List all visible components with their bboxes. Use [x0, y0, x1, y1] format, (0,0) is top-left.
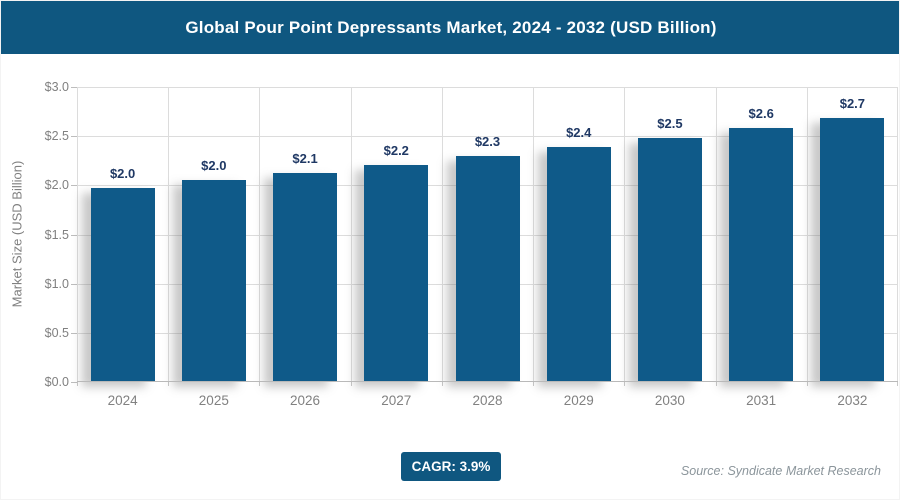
bar-value-label: $2.4 — [566, 124, 592, 140]
plot-area: $2.0 $2.0 $2.1 $2.2 $2.3 $2.4 $2.5 $2.6 $2.7 — [77, 87, 898, 382]
cagr-badge: CAGR: 3.9% — [401, 452, 501, 481]
v-gridline — [624, 87, 626, 382]
x-axis-category-label: 2024 — [107, 393, 138, 408]
bar-2030 — [637, 138, 702, 382]
bar-value-label: $2.3 — [474, 133, 501, 149]
y-axis-tick — [71, 283, 77, 285]
bar-value-label: $2.0 — [201, 158, 227, 174]
y-axis-tick-label: $3.0 — [44, 80, 69, 94]
x-axis-tick — [77, 382, 78, 386]
bar-2026 — [273, 172, 338, 382]
y-axis-tick — [71, 185, 77, 187]
y-axis-tick — [71, 136, 77, 138]
v-gridline — [77, 87, 78, 382]
y-axis-tick-label: $2.0 — [44, 178, 69, 193]
chart-title: Global Pour Point Depressants Market, 20… — [185, 17, 717, 37]
x-axis-category-label: 2028 — [472, 393, 503, 408]
v-gridline — [350, 87, 352, 382]
x-axis-tick — [715, 382, 717, 386]
v-gridline — [259, 87, 261, 382]
x-axis-category-label: 2029 — [563, 393, 594, 408]
bar-2028 — [455, 155, 520, 382]
v-gridline — [897, 87, 898, 382]
y-axis-tick-label: $0.5 — [44, 325, 69, 340]
x-axis-tick — [897, 382, 898, 386]
v-gridline — [168, 87, 170, 382]
h-gridline — [77, 136, 898, 138]
bar-2025 — [181, 180, 246, 382]
x-axis-category-label: 2030 — [654, 393, 685, 408]
y-axis-title: Market Size (USD Billion) — [9, 160, 25, 308]
chart-title-bar: Global Pour Point Depressants Market, 20… — [1, 1, 899, 54]
bar-2029 — [546, 146, 611, 382]
x-axis-tick — [533, 382, 535, 386]
bar-value-label: $2.5 — [657, 116, 683, 132]
x-axis-tick — [168, 382, 170, 386]
x-axis-line — [77, 381, 898, 382]
bar-2031 — [729, 128, 794, 382]
v-gridline — [715, 87, 717, 382]
v-gridline — [533, 87, 535, 382]
bar-value-label: $2.0 — [109, 166, 136, 182]
y-axis-tick — [71, 87, 77, 88]
bar-2024 — [90, 188, 155, 382]
x-axis-category-label: 2025 — [198, 393, 229, 408]
bar-2027 — [364, 164, 429, 382]
y-axis-tick — [71, 382, 77, 383]
x-axis-category-label: 2031 — [746, 393, 777, 408]
v-gridline — [441, 87, 443, 382]
x-axis-category-label: 2032 — [837, 393, 868, 408]
x-axis-tick — [259, 382, 261, 386]
v-gridline — [806, 87, 808, 382]
x-axis-tick — [624, 382, 626, 386]
x-axis-tick — [350, 382, 352, 386]
bar-value-label: $2.7 — [839, 96, 866, 112]
bar-value-label: $2.2 — [383, 142, 409, 158]
y-axis-tick — [71, 234, 77, 236]
bar-value-label: $2.6 — [748, 106, 774, 122]
x-axis-tick — [806, 382, 808, 386]
y-axis-tick-label: $1.5 — [44, 227, 69, 242]
x-axis-category-label: 2026 — [290, 393, 321, 408]
bar-2032 — [820, 118, 885, 382]
bar-value-label: $2.1 — [292, 150, 318, 166]
y-axis-tick — [71, 332, 77, 334]
h-gridline — [77, 87, 898, 88]
y-axis-tick-label: $2.5 — [44, 129, 69, 144]
x-axis-category-label: 2027 — [381, 393, 412, 408]
y-axis-tick-label: $0.0 — [44, 375, 69, 389]
source-note: Source: Syndicate Market Research — [680, 464, 881, 478]
x-axis-tick — [441, 382, 443, 386]
y-axis-tick-label: $1.0 — [44, 276, 69, 291]
